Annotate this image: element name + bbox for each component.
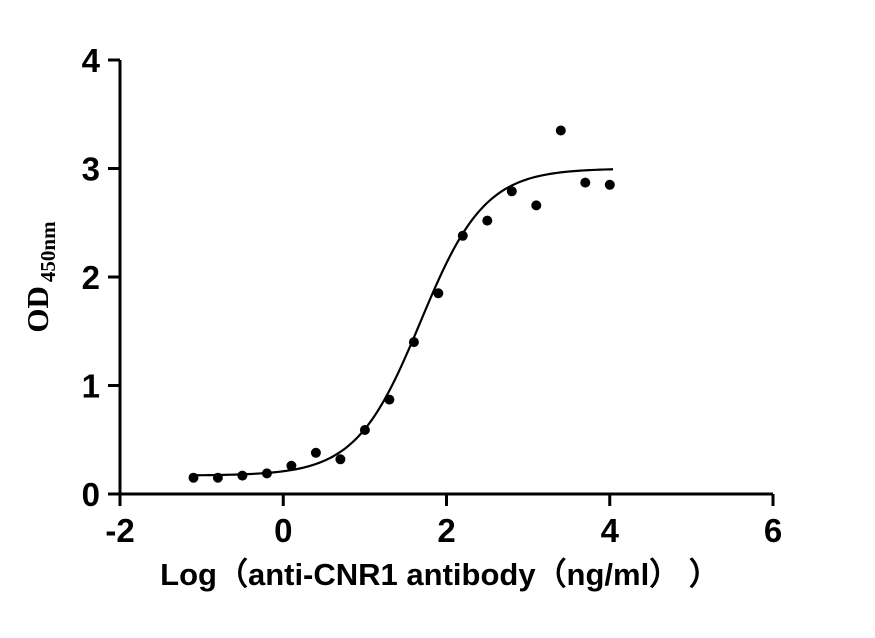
y-axis-title-subscript: 450nm (36, 221, 60, 282)
y-tick-label: 1 (82, 368, 100, 405)
y-tick-label: 4 (82, 42, 101, 79)
data-point (604, 179, 615, 190)
data-point (212, 472, 223, 483)
y-axis-title: OD 450nm (20, 221, 60, 333)
data-point (457, 230, 468, 241)
fit-curve (191, 168, 614, 477)
x-tick-label: 0 (274, 512, 292, 549)
points-layer (188, 125, 615, 483)
data-point (555, 125, 566, 136)
x-tick-label: 6 (764, 512, 782, 549)
data-point (433, 288, 444, 299)
data-point (310, 447, 321, 458)
y-tick-label: 2 (82, 259, 100, 296)
y-axis-title-main: OD (20, 286, 55, 333)
x-tick-label: 4 (601, 512, 620, 549)
data-point (286, 460, 297, 471)
data-point (335, 454, 346, 465)
curve-layer (191, 168, 614, 477)
data-point (359, 425, 370, 435)
y-tick-label: 3 (82, 151, 100, 188)
x-axis-title: Log（anti-CNR1 antibody（ng/ml） ） (160, 557, 720, 592)
data-point (506, 186, 517, 197)
data-point (261, 468, 272, 479)
data-point (237, 470, 248, 481)
data-point (384, 394, 395, 405)
data-point (580, 177, 591, 188)
data-point (531, 200, 542, 211)
data-point (188, 472, 199, 483)
x-tick-label: -2 (105, 512, 134, 549)
data-point (408, 337, 419, 348)
y-tick-label: 0 (82, 476, 100, 513)
data-point (482, 215, 493, 226)
x-tick-label: 2 (437, 512, 455, 549)
